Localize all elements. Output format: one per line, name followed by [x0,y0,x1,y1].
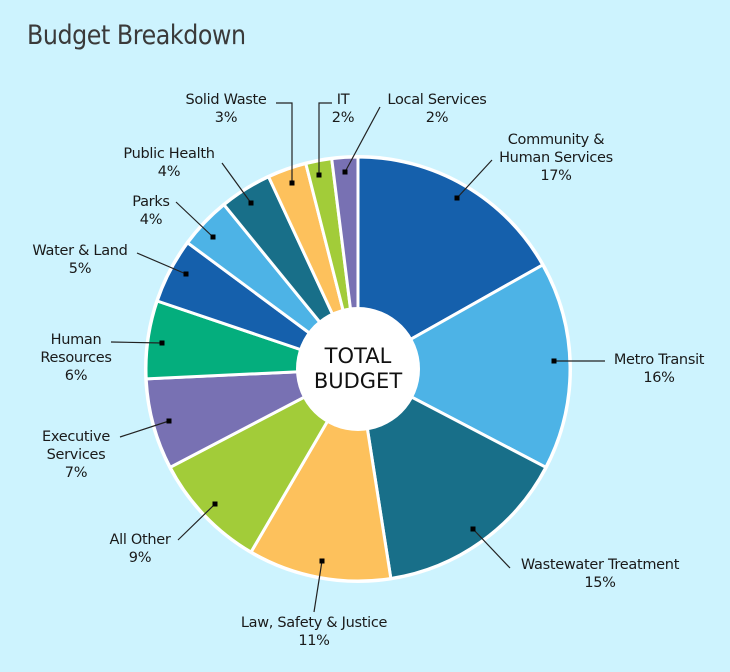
pie-slice-metro-transit [356,263,572,469]
slice-label-percent: 4% [157,164,181,180]
slice-label-percent: 5% [68,261,92,277]
leader-line [318,102,332,175]
slice-label-percent: 6% [64,368,88,384]
pie-slice-wastewater-treatment [356,367,548,580]
leader-dot [166,418,172,424]
slice-label-name: Water & Land [32,243,128,259]
slice-label-name: Community & [507,132,605,148]
center-label-line2: BUDGET [313,369,403,393]
slice-label-percent: 4% [139,212,163,228]
leader-dot [551,358,557,364]
leader-dot [470,526,476,532]
slice-label-percent: 9% [128,550,152,566]
slice-label: Water & Land 5% [32,242,127,278]
slice-label-percent: 3% [214,110,238,126]
leader-line [344,106,381,173]
leader-line [177,503,216,541]
slice-label-name: IT [336,92,350,108]
slice-label-percent: 2% [331,110,355,126]
leader-line [472,528,511,569]
slice-label-name: Metro Transit [613,352,705,368]
donut-center [296,307,420,431]
slice-label-percent: 2% [425,110,449,126]
leader-dot [183,271,189,277]
slice-label: Local Services 2% [387,91,486,127]
slice-label: Community & Human Services 17% [499,131,613,185]
leader-dot [289,180,295,186]
slice-label-name: Resources [40,350,112,366]
slice-label-name: Local Services [387,92,487,108]
slice-label: Public Health 4% [123,145,215,181]
slice-label-percent: 16% [643,370,675,386]
leader-line [276,102,293,183]
slice-label-name: Human Services [499,150,613,166]
leader-dot [342,169,348,175]
slice-label-name: Law, Safety & Justice [240,615,388,631]
pie-slice-community-human-services [356,155,545,371]
leader-line [175,201,214,238]
slice-label-name: All Other [109,532,171,548]
slice-label: Wastewater Treatment 15% [521,556,679,592]
slice-label: Human Resources 6% [40,331,112,385]
slice-label-name: Human [50,332,102,348]
slice-label: Parks 4% [132,193,170,229]
leader-line [119,420,170,438]
leader-line [221,162,252,204]
leader-line [456,159,493,199]
slice-label-name: Parks [132,194,170,210]
leader-dot [212,501,218,507]
leader-line [136,252,187,275]
slice-label-name: Services [46,447,106,463]
slice-label-percent: 11% [298,633,330,649]
total-budget-center-label: TOTAL BUDGET [314,344,402,394]
leader-line [110,341,163,344]
slice-label-name: Public Health [123,146,215,162]
slice-label: All Other 9% [109,531,170,567]
center-label-line1: TOTAL [324,344,392,368]
leader-dot [159,340,165,346]
slice-label-percent: 7% [64,465,88,481]
slice-label: IT 2% [331,91,355,127]
slice-label-name: Solid Waste [185,92,267,108]
leader-line [313,560,323,613]
leader-dot [210,234,216,240]
slice-label: Metro Transit 16% [613,351,705,387]
leader-dot [316,172,322,178]
slice-label-percent: 17% [540,168,572,184]
leader-dot [319,558,325,564]
slice-label: Solid Waste 3% [185,91,266,127]
slice-label: Law, Safety & Justice 11% [240,614,388,650]
slice-label: Executive Services 7% [42,428,110,482]
slice-label-name: Executive [42,429,110,445]
slice-label-name: Wastewater Treatment [520,557,680,573]
page-title: Budget Breakdown [27,20,246,51]
leader-dot [248,200,254,206]
slice-label-percent: 15% [584,575,616,591]
leader-dot [454,195,460,201]
